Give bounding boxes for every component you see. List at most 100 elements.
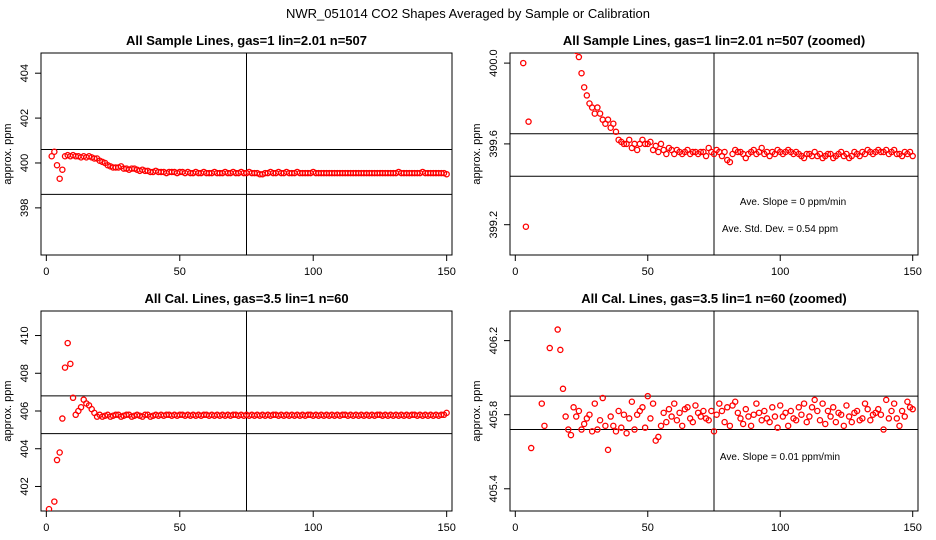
data-point [853, 407, 861, 415]
data-point [443, 170, 450, 178]
x-tick-label: 100 [771, 266, 789, 278]
y-tick-label: 402 [19, 477, 31, 495]
data-point [527, 444, 535, 452]
data-point [808, 404, 816, 411]
data-point [625, 136, 633, 144]
data-point [56, 175, 63, 182]
data-point [123, 411, 130, 419]
data-point [554, 326, 561, 333]
y-axis-label: approx. ppm [2, 123, 14, 184]
data-point [795, 404, 803, 411]
data-point [734, 409, 742, 417]
data-point [575, 53, 583, 61]
data-point [64, 339, 71, 347]
data-point [745, 413, 752, 420]
data-point [541, 422, 548, 430]
data-point [726, 158, 734, 166]
data-point [615, 407, 622, 415]
data-point [689, 148, 697, 156]
data-point [625, 415, 633, 422]
data-point [840, 422, 848, 430]
data-point [742, 405, 750, 413]
data-point [59, 166, 66, 173]
data-point [610, 120, 617, 127]
data-points [527, 326, 916, 454]
data-point [525, 118, 532, 125]
data-point [803, 150, 810, 158]
data-point [604, 116, 612, 123]
data-point [909, 152, 916, 160]
data-point [649, 400, 657, 407]
data-point [832, 418, 840, 426]
data-point [824, 150, 832, 158]
data-point [716, 400, 723, 407]
data-point [671, 400, 678, 407]
data-point [678, 422, 686, 430]
data-point [723, 404, 731, 411]
y-tick-label: 402 [19, 109, 31, 127]
annotation: Ave. Std. Dev. = 0.54 ppm [722, 224, 838, 235]
data-point [657, 422, 665, 430]
x-tick-label: 0 [43, 522, 49, 534]
chart-panel-2: All Sample Lines, gas=1 lin=2.01 n=507 (… [471, 33, 922, 278]
data-point [697, 148, 705, 156]
data-point [774, 424, 781, 431]
data-point [827, 413, 834, 420]
data-point [631, 426, 638, 433]
data-point [657, 140, 665, 148]
data-point [48, 152, 55, 160]
data-point [538, 400, 546, 407]
chart-title: All Sample Lines, gas=1 lin=2.01 n=507 (… [563, 33, 865, 48]
data-point [771, 413, 779, 420]
data-point [51, 148, 58, 156]
data-point [769, 404, 776, 411]
data-point [663, 150, 670, 158]
data-point [652, 142, 659, 150]
data-point [588, 104, 596, 111]
data-point [660, 409, 667, 417]
data-point [734, 148, 742, 156]
data-point [753, 400, 760, 407]
y-tick-label: 405.8 [488, 401, 500, 429]
x-tick-label: 100 [771, 522, 789, 534]
data-point [668, 413, 675, 420]
y-tick-label: 406.2 [488, 327, 500, 355]
chart-title: All Sample Lines, gas=1 lin=2.01 n=507 [126, 33, 367, 48]
x-tick-label: 150 [904, 522, 922, 534]
data-point [546, 344, 553, 352]
data-point [53, 456, 61, 464]
panels: All Sample Lines, gas=1 lin=2.01 n=507 ap… [2, 33, 922, 534]
x-tick-label: 0 [512, 266, 518, 278]
data-point [580, 84, 588, 91]
data-point [599, 394, 606, 402]
data-point [51, 498, 58, 505]
data-point [829, 404, 837, 411]
data-point [594, 426, 601, 433]
data-point [562, 413, 569, 420]
data-point [641, 424, 649, 431]
y-tick-label: 408 [19, 364, 31, 382]
data-point [567, 431, 575, 439]
data-point [588, 428, 596, 435]
data-point [890, 400, 898, 407]
data-point [596, 417, 604, 424]
data-point [112, 411, 119, 419]
data-point [557, 346, 564, 354]
data-point [572, 413, 580, 420]
chart-title: All Cal. Lines, gas=3.5 lin=1 n=60 [144, 291, 348, 306]
data-point [623, 429, 630, 437]
data-point [59, 415, 66, 422]
data-point [800, 400, 808, 407]
data-point [612, 128, 620, 136]
data-point [893, 150, 901, 158]
data-point [77, 403, 85, 411]
data-point [676, 409, 683, 417]
data-point [845, 413, 853, 420]
x-tick-label: 100 [304, 266, 322, 278]
data-point [607, 413, 614, 420]
data-point [61, 364, 69, 371]
y-axis-label: approx. ppm [2, 380, 14, 441]
data-point [747, 422, 755, 430]
data-point [519, 59, 527, 67]
